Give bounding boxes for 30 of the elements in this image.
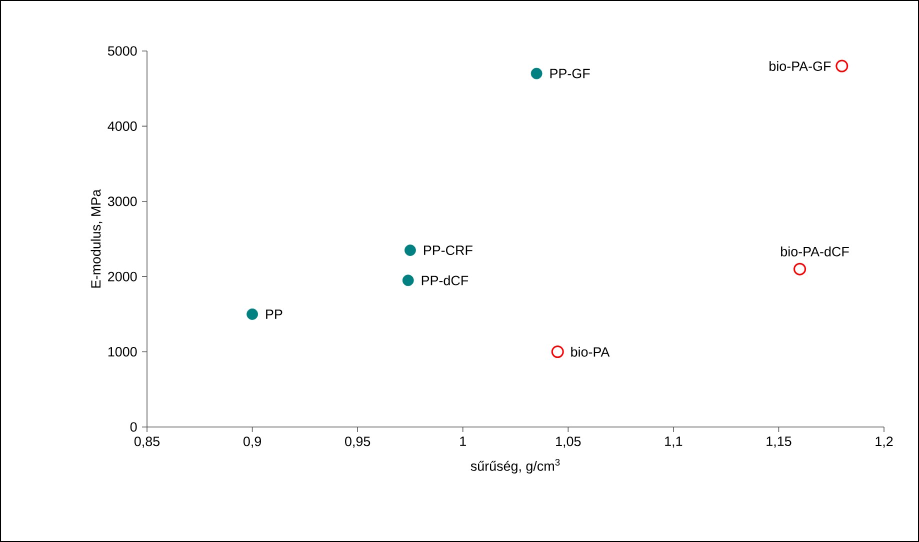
y-tick-label: 2000 xyxy=(108,272,137,282)
point xyxy=(404,244,416,256)
x-tick-label: 1,05 xyxy=(556,436,581,448)
point xyxy=(836,60,848,72)
annotation: PP-CRF xyxy=(424,246,472,256)
annotation: PP-GF xyxy=(550,68,590,78)
point xyxy=(530,68,542,80)
y-tick-label: 0 xyxy=(130,422,137,432)
point xyxy=(402,274,414,286)
y-axis-title: E-modulus, MPa xyxy=(90,189,102,288)
x-tick-label: 0,95 xyxy=(345,436,370,448)
annotation: bio-PA xyxy=(571,346,610,357)
x-tick-label: 1 xyxy=(460,436,466,446)
x-tick-label: 0,9 xyxy=(243,436,262,448)
annotation: PP xyxy=(266,310,282,319)
y-tick-label: 1000 xyxy=(108,347,137,357)
y-tick-label: 3000 xyxy=(108,196,137,206)
annotation: PP-dCF xyxy=(422,275,468,286)
annotation: bio-PA-GF xyxy=(770,61,831,71)
y-tick-label: 5000 xyxy=(108,46,137,56)
x-tick-label: 1,15 xyxy=(766,436,792,448)
annotation: bio-PA-dCF xyxy=(781,246,849,256)
point xyxy=(246,308,258,320)
point xyxy=(794,262,806,276)
x-axis-title: sűrűség, g/cm$^{3}$ xyxy=(470,458,560,474)
point xyxy=(551,346,564,358)
x-tick-label: 1,1 xyxy=(665,436,682,448)
x-tick-label: 1,2 xyxy=(876,436,893,448)
y-tick-label: 4000 xyxy=(108,121,137,131)
x-tick-label: 0,85 xyxy=(134,436,160,448)
